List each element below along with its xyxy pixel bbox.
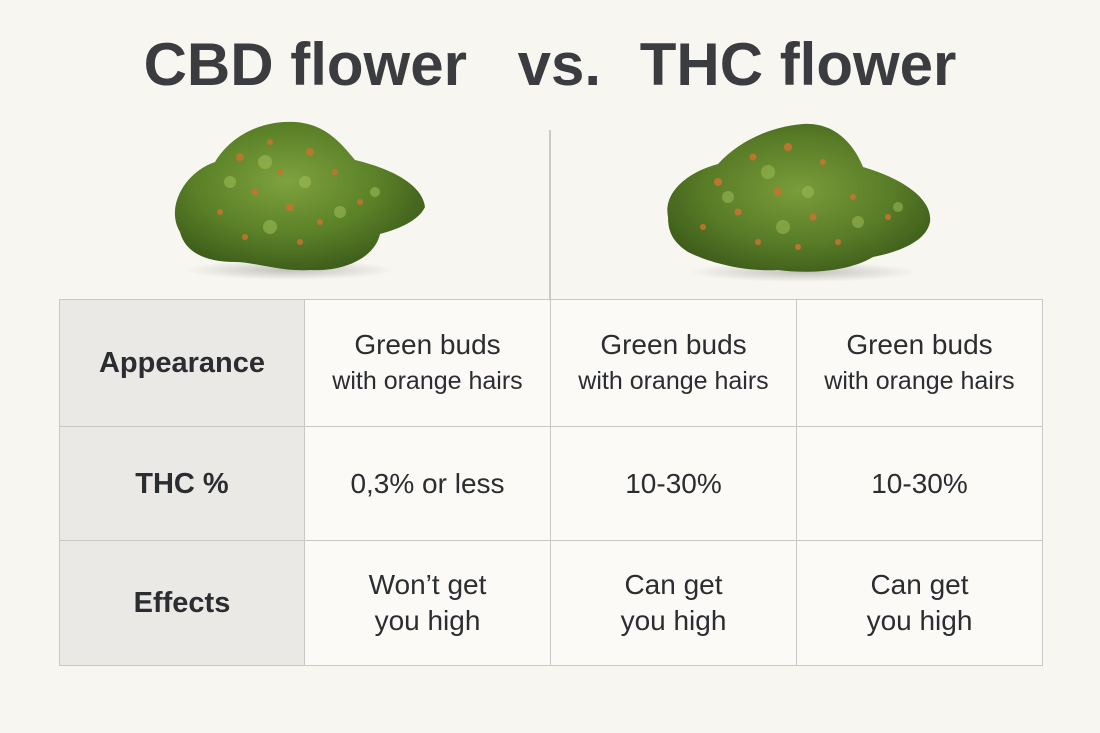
cell-thc-2: 10-30% xyxy=(550,426,797,541)
cell-text: Green buds xyxy=(354,329,501,360)
cell-appearance-3: Green buds with orange hairs xyxy=(796,299,1043,427)
thc-bud-image xyxy=(667,123,931,282)
cell-text: you high xyxy=(620,605,727,636)
table-row-effects: Effects Won’t get you high Can get you h… xyxy=(59,540,1043,666)
cbd-bud-image xyxy=(174,121,425,280)
row-label-effects: Effects xyxy=(59,540,305,666)
cell-text: 10-30% xyxy=(871,467,968,499)
cell-appearance-1: Green buds with orange hairs xyxy=(304,299,551,427)
cell-text: Green buds xyxy=(846,329,993,360)
cell-text: with orange hairs xyxy=(824,367,1015,395)
cell-text: Can get xyxy=(870,569,969,600)
cell-text: Won’t get xyxy=(368,569,487,600)
title-vs: vs. xyxy=(517,31,602,98)
cell-text: Can get xyxy=(624,569,723,600)
page-title: CBD flower vs. THC flower xyxy=(0,30,1100,99)
title-thc: THC flower xyxy=(639,31,957,98)
cell-thc-3: 10-30% xyxy=(796,426,1043,541)
cell-text: with orange hairs xyxy=(332,367,523,395)
row-label-appearance: Appearance xyxy=(59,299,305,427)
cell-text: 10-30% xyxy=(625,467,722,499)
cell-effects-2: Can get you high xyxy=(550,540,797,666)
row-label-thc: THC % xyxy=(59,426,305,541)
cell-thc-1: 0,3% or less xyxy=(304,426,551,541)
cell-appearance-2: Green buds with orange hairs xyxy=(550,299,797,427)
cell-text: 0,3% or less xyxy=(350,467,505,499)
cell-text: Green buds xyxy=(600,329,747,360)
title-cbd: CBD flower xyxy=(143,31,467,98)
column-divider xyxy=(549,130,551,300)
table-row-thc: THC % 0,3% or less 10-30% 10-30% xyxy=(59,426,1043,541)
cell-text: you high xyxy=(866,605,973,636)
cell-text: with orange hairs xyxy=(578,367,769,395)
cell-effects-1: Won’t get you high xyxy=(304,540,551,666)
comparison-table: Appearance Green buds with orange hairs … xyxy=(59,299,1043,666)
cell-effects-3: Can get you high xyxy=(796,540,1043,666)
cell-text: you high xyxy=(374,605,481,636)
table-row-appearance: Appearance Green buds with orange hairs … xyxy=(59,299,1043,427)
